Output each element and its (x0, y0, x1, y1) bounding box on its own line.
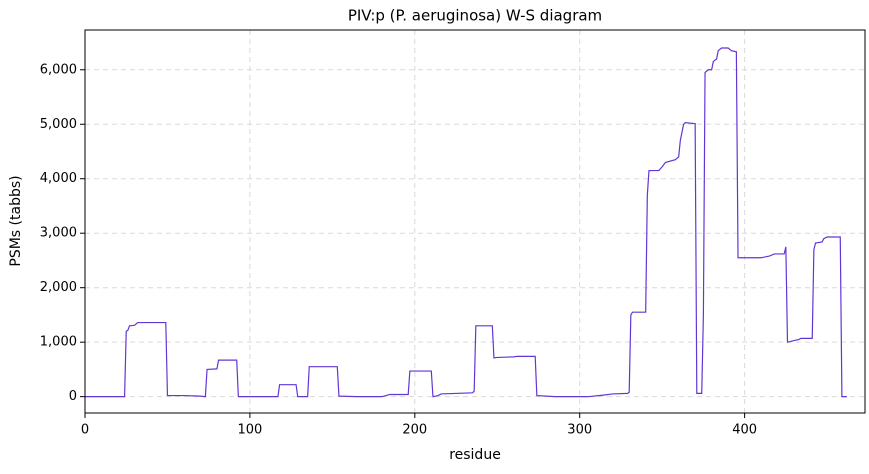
chart-title: PIV:p (P. aeruginosa) W-S diagram (348, 7, 602, 25)
y-tick-label: 0 (69, 389, 77, 404)
plot-frame (84, 29, 866, 414)
x-tick-label: 300 (567, 423, 592, 438)
y-axis-label: PSMs (tabbs) (8, 175, 24, 266)
x-tick-label: 0 (81, 423, 89, 438)
y-tick-label: 6,000 (40, 62, 77, 77)
y-tick-label: 1,000 (40, 335, 77, 350)
y-tick-label: 2,000 (40, 280, 77, 295)
x-tick-label: 200 (402, 423, 427, 438)
x-tick-label: 100 (237, 423, 262, 438)
y-tick-label: 5,000 (40, 117, 77, 132)
y-tick-label: 3,000 (40, 226, 77, 241)
x-axis-label: residue (449, 447, 501, 463)
data-line (85, 47, 847, 398)
x-tick-label: 400 (732, 423, 757, 438)
y-tick-label: 4,000 (40, 171, 77, 186)
